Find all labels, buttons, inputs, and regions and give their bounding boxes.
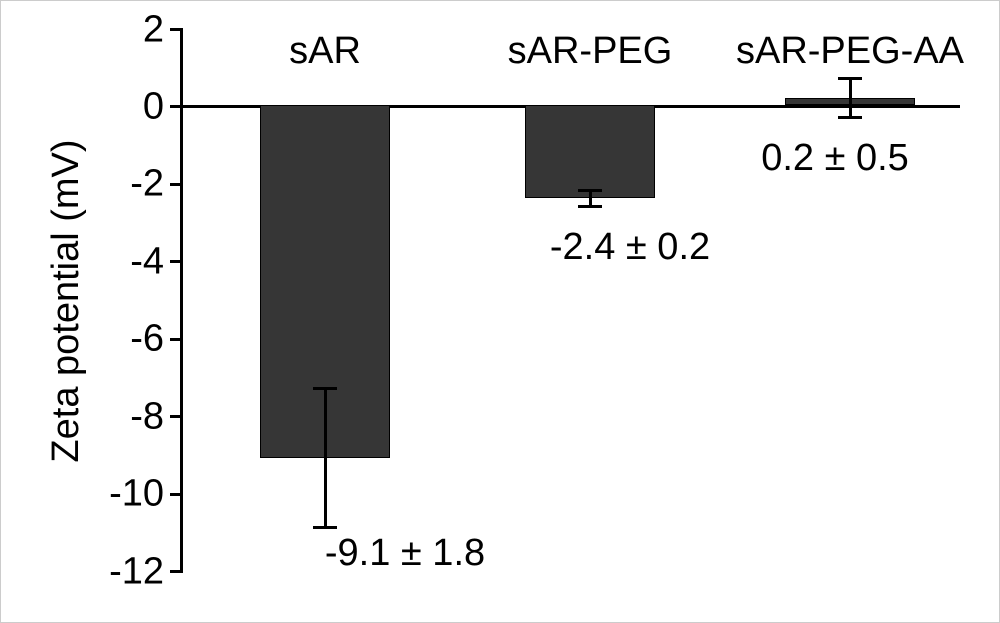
category-label-sAR-PEG-AA: sAR-PEG-AA [736,30,964,73]
y-axis-tick-label: 2 [90,8,164,51]
bar-sAR-PEG [525,105,655,198]
y-axis-tick-label: -8 [90,395,164,438]
y-axis-tick [170,105,180,108]
y-axis-tick [170,570,180,573]
errorbar-cap [838,116,862,119]
value-annotation-sAR: -9.1 ± 1.8 [325,532,485,575]
errorbar-cap [838,77,862,80]
errorbar-cap [578,205,602,208]
errorbar-cap [313,387,337,390]
category-label-sAR-PEG: sAR-PEG [508,30,673,73]
value-annotation-sAR-PEG: -2.4 ± 0.2 [550,226,710,269]
y-axis-tick [170,260,180,263]
y-axis-tick [170,183,180,186]
y-axis-tick [170,338,180,341]
y-axis-tick-label: -12 [90,550,164,593]
y-axis-tick-label: 0 [90,85,164,128]
zeta-potential-bar-chart: Zeta potential (mV) 20-2-4-6-8-10-12sAR-… [0,0,1000,623]
y-axis-tick-label: -2 [90,163,164,206]
y-axis-title: Zeta potential (mV) [45,30,88,572]
errorbar-cap [313,526,337,529]
y-axis-tick [170,493,180,496]
y-axis-tick [170,28,180,31]
y-axis-tick-label: -6 [90,318,164,361]
value-annotation-sAR-PEG-AA: 0.2 ± 0.5 [761,137,909,180]
y-axis-tick [170,415,180,418]
errorbar-line [324,388,327,527]
y-axis-tick-label: -10 [90,473,164,516]
errorbar-cap [578,189,602,192]
category-label-sAR: sAR [289,30,361,73]
errorbar-line [849,78,852,117]
y-axis-line [180,28,183,573]
y-axis-tick-label: -4 [90,240,164,283]
